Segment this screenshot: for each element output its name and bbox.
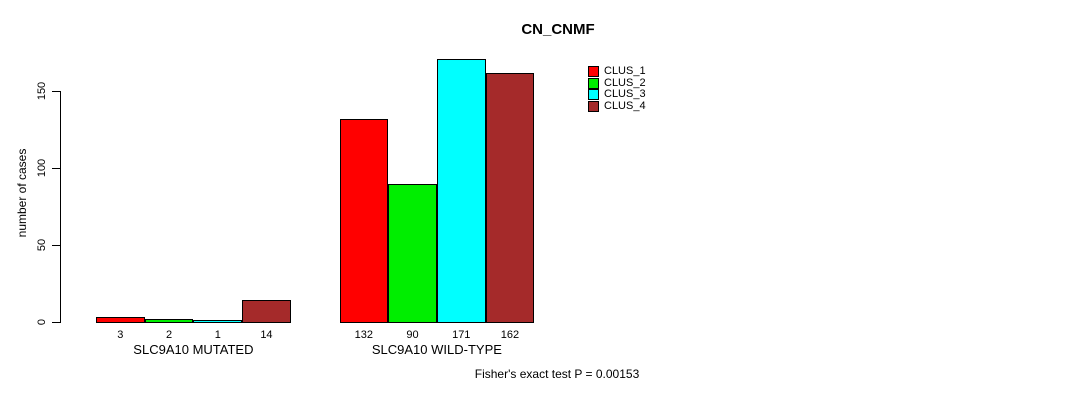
bar-value-label: 132 [354, 329, 374, 341]
bar-value-label: 1 [214, 329, 221, 341]
y-tick-label: 0 [36, 318, 48, 326]
y-tick [52, 168, 60, 170]
y-tick-label: 50 [36, 239, 48, 252]
legend-swatch-CLUS_1 [588, 66, 599, 77]
y-tick [52, 245, 60, 247]
y-tick [52, 322, 60, 323]
annotation: Fisher's exact test P = 0.00153 [474, 367, 640, 381]
y-tick [52, 91, 60, 93]
y-tick-label: 100 [36, 159, 48, 178]
legend-swatch-CLUS_2 [588, 77, 599, 89]
bar-CLUS_3 [436, 59, 486, 323]
bar-value-label: 14 [260, 329, 273, 341]
bar-CLUS_4 [485, 73, 535, 323]
bar-value-label: 171 [452, 329, 471, 341]
y-tick-label: 150 [36, 82, 48, 101]
y-axis-label: number of cases [15, 148, 29, 238]
x-axis-category-label: SLC9A10 WILD-TYPE [371, 342, 502, 357]
bar-value-label: 2 [165, 329, 173, 341]
legend-label: CLUS_1 [604, 65, 646, 77]
bar-CLUS_2 [388, 183, 437, 323]
legend-swatch-CLUS_4 [588, 101, 599, 113]
bar-value-label: 90 [406, 329, 419, 341]
bar-value-label: 3 [117, 329, 124, 341]
legend-label: CLUS_2 [604, 76, 646, 89]
bar-CLUS_2 [144, 318, 194, 323]
chart-title: CN_CNMF [521, 21, 595, 38]
legend-label: CLUS_3 [604, 88, 646, 101]
legend-swatch-CLUS_3 [588, 89, 599, 101]
bar-CLUS_1 [96, 317, 145, 323]
legend-label: CLUS_4 [604, 100, 646, 113]
bar-value-label: 162 [500, 329, 520, 341]
y-axis-line [60, 91, 61, 323]
x-axis-category-label: SLC9A10 MUTATED [133, 342, 254, 357]
bar-CLUS_1 [339, 119, 389, 323]
bar-CLUS_3 [193, 320, 243, 323]
bar-CLUS_4 [242, 300, 291, 323]
